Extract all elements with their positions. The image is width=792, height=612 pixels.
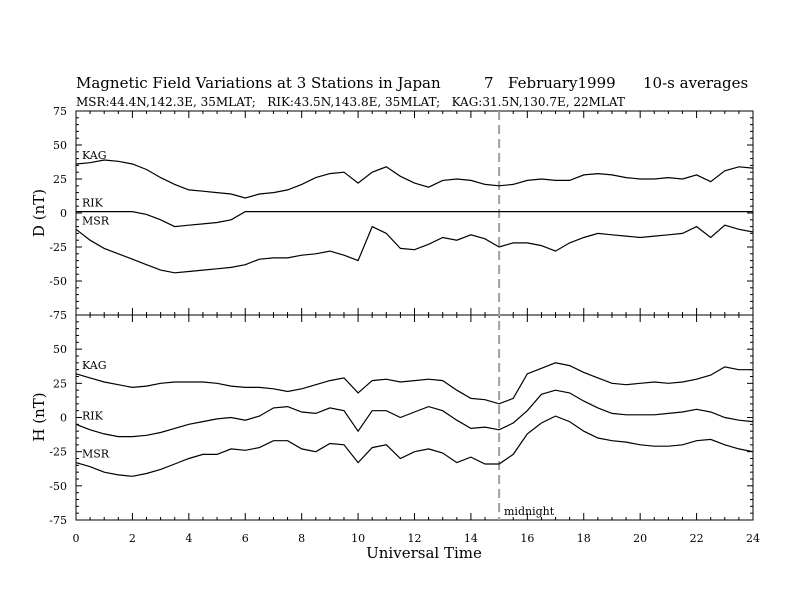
series-label-kag: KAG xyxy=(82,359,107,372)
x-tick-label: 8 xyxy=(298,532,305,545)
x-tick-label: 22 xyxy=(690,532,704,545)
x-tick-label: 18 xyxy=(577,532,591,545)
y-tick-label: 25 xyxy=(53,377,67,390)
x-tick-label: 24 xyxy=(746,532,760,545)
y-tick-label: -25 xyxy=(49,241,67,254)
x-tick-label: 12 xyxy=(408,532,422,545)
x-tick-label: 10 xyxy=(351,532,365,545)
chart-title-date: February1999 xyxy=(508,74,616,92)
axis-labels: 75 50 25 0 -25 -50 -75 KAG RIK MSR 50 25 0 -25 -50 -75 K… xyxy=(49,105,760,545)
series-line-msr xyxy=(75,224,754,274)
series-label-rik: RIK xyxy=(82,409,104,422)
series-label-msr: MSR xyxy=(82,214,110,227)
y-tick-label: 0 xyxy=(60,207,67,220)
y-tick-label: -50 xyxy=(49,275,67,288)
x-tick-label: 6 xyxy=(242,532,249,545)
series-line-rik xyxy=(75,389,754,438)
x-tick-label: 0 xyxy=(73,532,80,545)
series-line-kag xyxy=(75,159,754,199)
x-tick-label: 20 xyxy=(633,532,647,545)
y-tick-label: 75 xyxy=(53,105,67,118)
lower-panel-frame xyxy=(75,314,754,521)
x-tick-label: 4 xyxy=(185,532,192,545)
chart-title-averaging: 10-s averages xyxy=(643,74,749,92)
chart-title: Magnetic Field Variations at 3 Stations … xyxy=(76,74,441,92)
x-tick-label: 14 xyxy=(464,532,478,545)
y-tick-label: 0 xyxy=(60,412,67,425)
upper-y-axis-title: D (nT) xyxy=(30,189,48,237)
axis-ticks xyxy=(75,110,754,521)
y-tick-label: -50 xyxy=(49,480,67,493)
series-label-msr: MSR xyxy=(82,448,110,461)
y-tick-label: -75 xyxy=(49,514,67,527)
y-tick-label: 25 xyxy=(53,173,67,186)
series-line-rik xyxy=(76,211,753,228)
y-tick-label: -25 xyxy=(49,446,67,459)
series-label-rik: RIK xyxy=(82,197,104,210)
series-label-kag: KAG xyxy=(82,149,107,162)
chart-title-day: 7 xyxy=(484,74,494,92)
x-tick-label: 16 xyxy=(520,532,534,545)
upper-panel-frame xyxy=(75,110,754,316)
lower-y-axis-title: H (nT) xyxy=(30,392,48,441)
data-series xyxy=(75,159,754,477)
y-tick-label: 50 xyxy=(53,139,67,152)
y-tick-label: 50 xyxy=(53,343,67,356)
series-line-kag xyxy=(75,362,753,405)
series-line-msr xyxy=(75,415,754,477)
x-axis-title: Universal Time xyxy=(366,544,482,562)
y-tick-label: -75 xyxy=(49,309,67,322)
midnight-label: midnight xyxy=(504,505,555,518)
x-tick-label: 2 xyxy=(129,532,136,545)
station-coordinates: MSR:44.4N,142.3E, 35MLAT; RIK:43.5N,143.… xyxy=(76,95,625,109)
